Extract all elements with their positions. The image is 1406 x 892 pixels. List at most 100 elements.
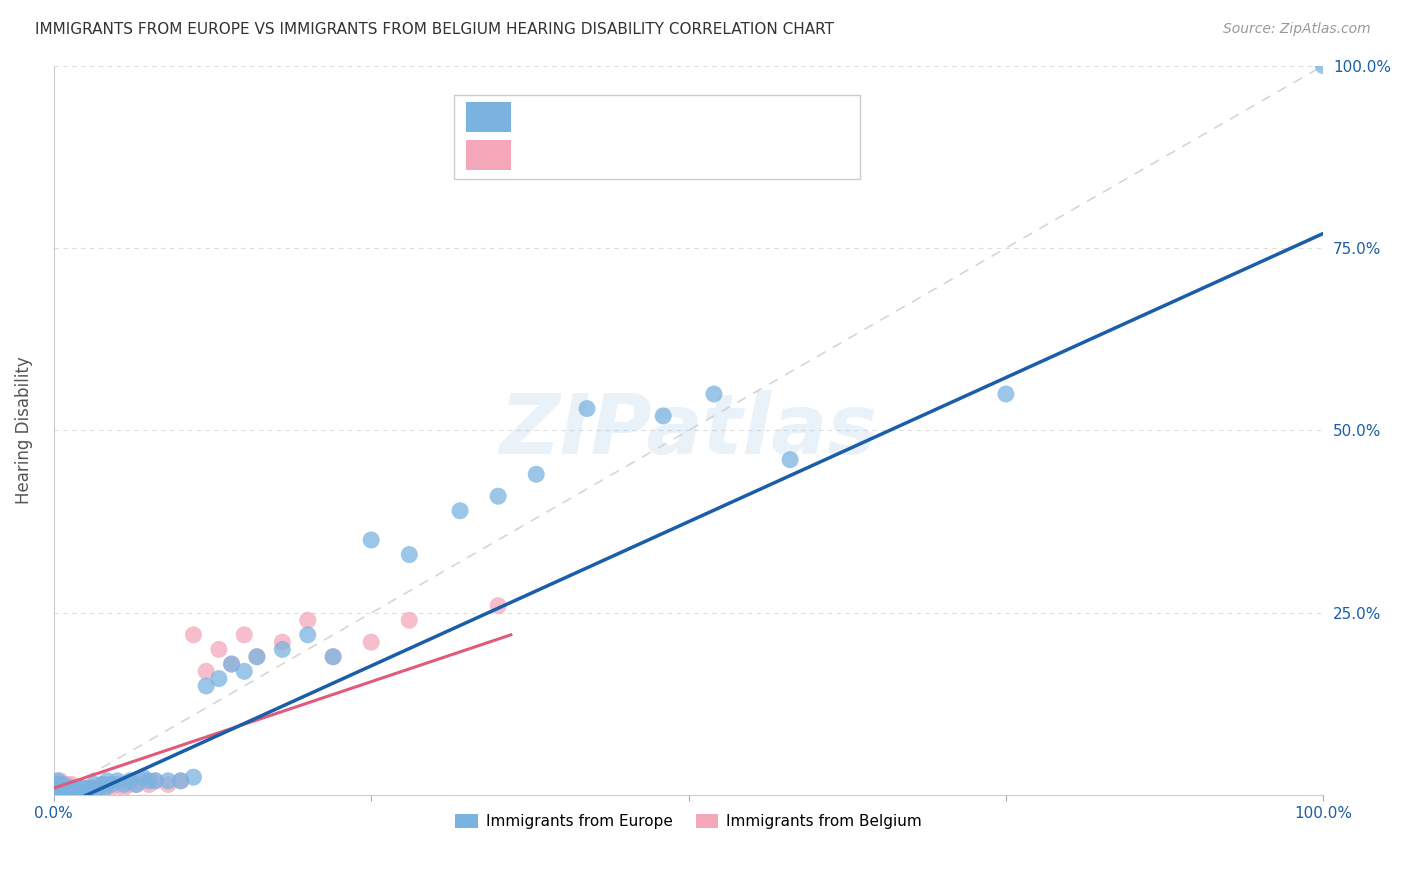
Point [55, 785, 77, 799]
Point [105, 773, 128, 788]
Point [49, 785, 72, 799]
Point [994, 387, 1017, 401]
Point [51, 785, 73, 799]
Point [83, 785, 105, 799]
Point [398, 548, 420, 562]
Point [170, 773, 193, 788]
Point [62, 785, 84, 799]
Point [703, 387, 725, 401]
Point [183, 628, 205, 642]
Point [87, 781, 110, 796]
Point [48, 777, 70, 791]
Point [221, 657, 243, 671]
Point [49, 777, 72, 791]
Point [53, 785, 76, 799]
Point [53, 781, 76, 796]
Point [575, 401, 598, 416]
Point [46, 781, 69, 796]
Point [96, 777, 118, 791]
Point [233, 665, 256, 679]
Point [157, 777, 180, 791]
Point [56, 785, 79, 799]
Point [62, 781, 84, 796]
Point [53, 785, 76, 799]
Point [45, 785, 67, 799]
Point [271, 635, 294, 649]
Point [80, 781, 103, 796]
Point [66, 785, 89, 799]
Point [105, 777, 128, 791]
Point [208, 642, 231, 657]
Point [322, 649, 344, 664]
Point [48, 781, 70, 796]
Point [67, 781, 90, 796]
Point [62, 785, 84, 799]
Point [486, 599, 509, 613]
Point [100, 781, 122, 796]
Point [55, 785, 77, 799]
Point [55, 781, 77, 796]
Point [65, 785, 87, 799]
Point [779, 452, 801, 467]
Point [652, 409, 675, 423]
Point [91, 777, 114, 791]
Point [52, 785, 75, 799]
Point [125, 777, 148, 791]
Point [524, 467, 547, 482]
Point [53, 785, 76, 799]
Point [360, 533, 382, 547]
Point [49, 773, 72, 788]
Point [83, 777, 105, 791]
Point [195, 679, 218, 693]
Point [208, 672, 231, 686]
Point [91, 777, 114, 791]
Point [53, 785, 76, 799]
Point [59, 785, 82, 799]
Point [271, 642, 294, 657]
Point [195, 665, 218, 679]
Point [246, 649, 269, 664]
Point [138, 773, 160, 788]
Point [55, 777, 77, 791]
Point [66, 781, 89, 796]
Point [449, 504, 471, 518]
Point [70, 781, 93, 796]
Point [48, 785, 70, 799]
Point [360, 635, 382, 649]
Point [56, 781, 79, 796]
Point [72, 785, 94, 799]
Point [44, 777, 66, 791]
Point [51, 777, 73, 791]
Point [46, 785, 69, 799]
Point [118, 773, 141, 788]
Point [77, 781, 100, 796]
Point [59, 781, 82, 796]
Point [48, 785, 70, 799]
Point [131, 773, 153, 788]
Point [45, 777, 67, 791]
Point [63, 781, 86, 796]
Point [297, 613, 319, 627]
Point [58, 785, 80, 799]
Point [53, 781, 76, 796]
Point [170, 773, 193, 788]
Point [145, 773, 167, 788]
Point [69, 785, 91, 799]
Point [1312, 59, 1334, 73]
Point [246, 649, 269, 664]
Point [486, 489, 509, 503]
Point [67, 781, 90, 796]
Point [49, 785, 72, 799]
Point [60, 777, 83, 791]
Point [46, 777, 69, 791]
Point [112, 777, 135, 791]
Point [87, 781, 110, 796]
Point [221, 657, 243, 671]
Point [398, 613, 420, 627]
Point [51, 781, 73, 796]
Text: IMMIGRANTS FROM EUROPE VS IMMIGRANTS FROM BELGIUM HEARING DISABILITY CORRELATION: IMMIGRANTS FROM EUROPE VS IMMIGRANTS FRO… [35, 22, 834, 37]
Point [131, 770, 153, 784]
Point [52, 785, 75, 799]
Legend: Immigrants from Europe, Immigrants from Belgium: Immigrants from Europe, Immigrants from … [449, 808, 928, 835]
Point [93, 781, 115, 796]
